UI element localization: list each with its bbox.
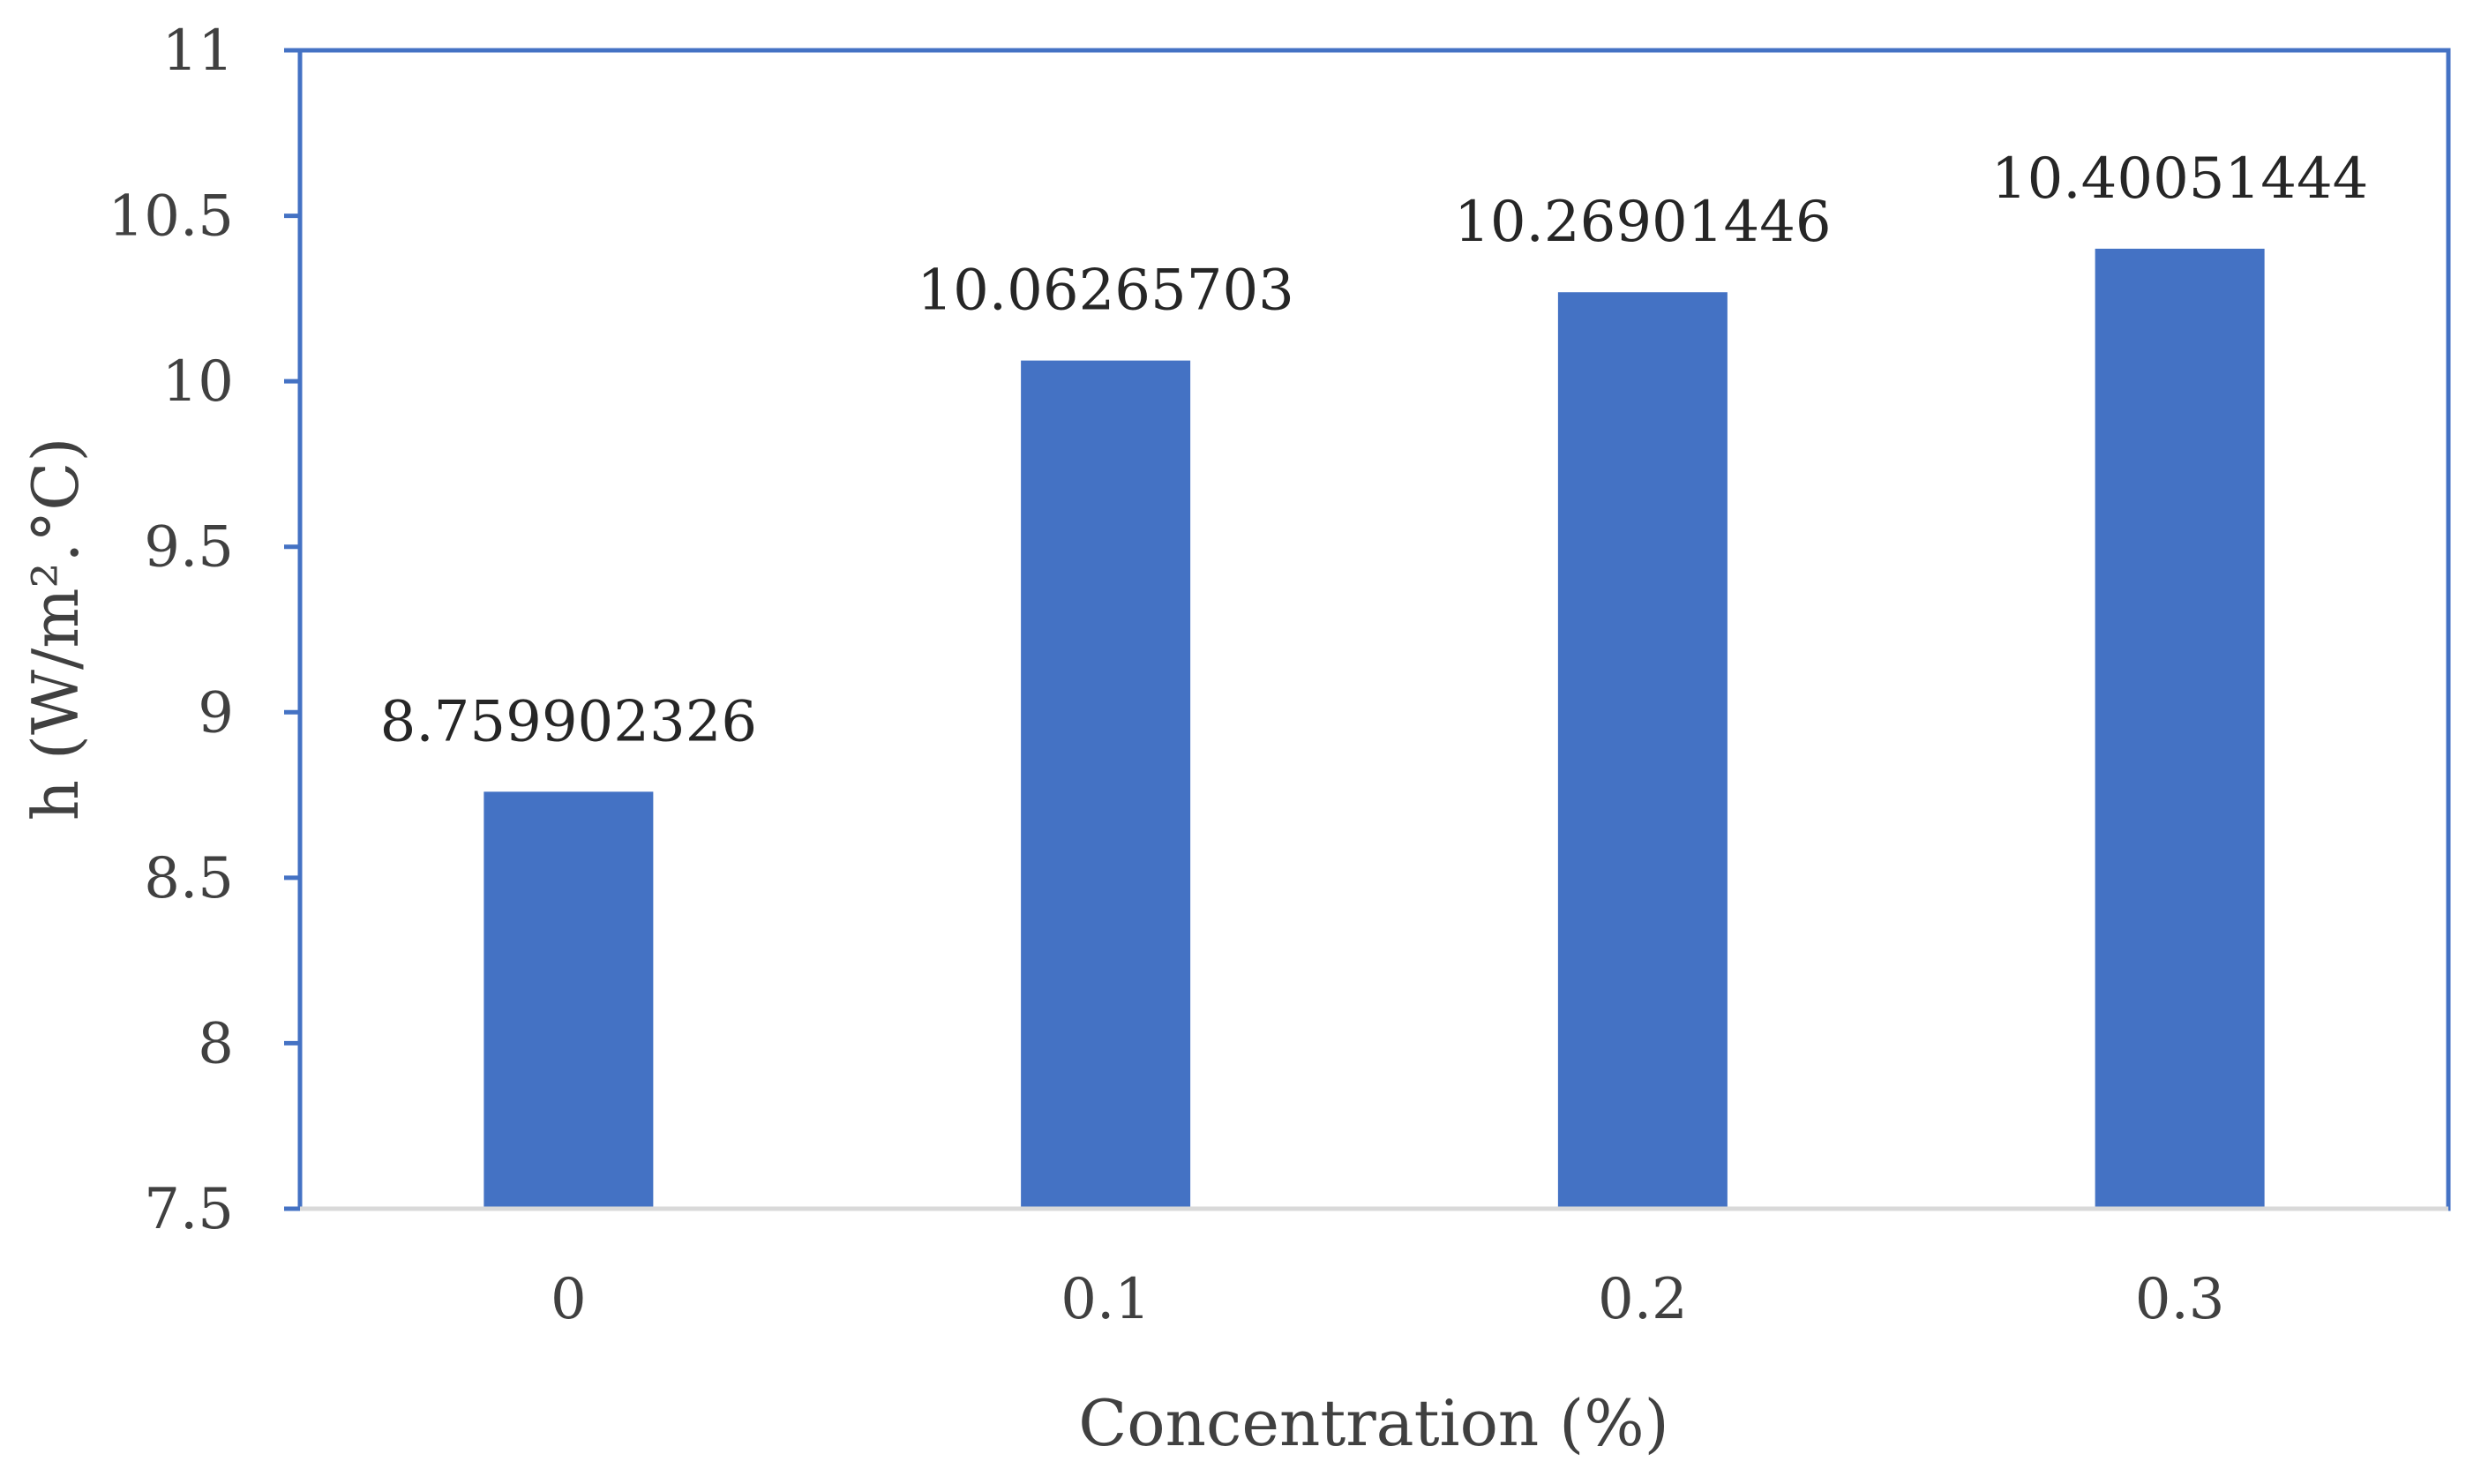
data-labels: 8.759902326 10.06265703 10.26901446 10.4005… bbox=[380, 146, 2369, 754]
data-label: 10.26901446 bbox=[1454, 190, 1832, 255]
y-axis-title: h (W/m².°C) bbox=[19, 438, 93, 821]
x-tick-label: 0.3 bbox=[2135, 1267, 2225, 1332]
bar-series bbox=[483, 248, 2265, 1210]
y-tick-label: 9 bbox=[198, 680, 234, 746]
x-axis-title: Concentration (%) bbox=[1078, 1386, 1669, 1460]
y-tick-label: 7.5 bbox=[144, 1177, 234, 1242]
bar-0 bbox=[483, 791, 654, 1209]
x-tick-label: 0.1 bbox=[1061, 1267, 1151, 1332]
data-label: 10.40051444 bbox=[1991, 146, 2369, 212]
y-tick-label: 8 bbox=[198, 1011, 234, 1076]
data-label: 8.759902326 bbox=[380, 689, 758, 754]
x-axis: 0 0.1 0.2 0.3 bbox=[551, 1267, 2225, 1332]
y-tick-label: 10.5 bbox=[109, 184, 235, 250]
y-tick-label: 8.5 bbox=[144, 846, 234, 911]
data-label: 10.06265703 bbox=[917, 259, 1294, 324]
y-tick-label: 11 bbox=[162, 19, 234, 84]
y-tick-label: 9.5 bbox=[144, 515, 234, 581]
x-tick-label: 0.2 bbox=[1598, 1267, 1688, 1332]
y-axis: 7.5 8 8.5 9 9.5 10 10.5 11 bbox=[109, 19, 300, 1242]
bar-0.1 bbox=[1021, 360, 1191, 1209]
y-tick-label: 10 bbox=[162, 349, 234, 415]
bar-0.2 bbox=[1557, 292, 1728, 1209]
bar-0.3 bbox=[2095, 248, 2265, 1210]
x-tick-label: 0 bbox=[551, 1267, 587, 1332]
